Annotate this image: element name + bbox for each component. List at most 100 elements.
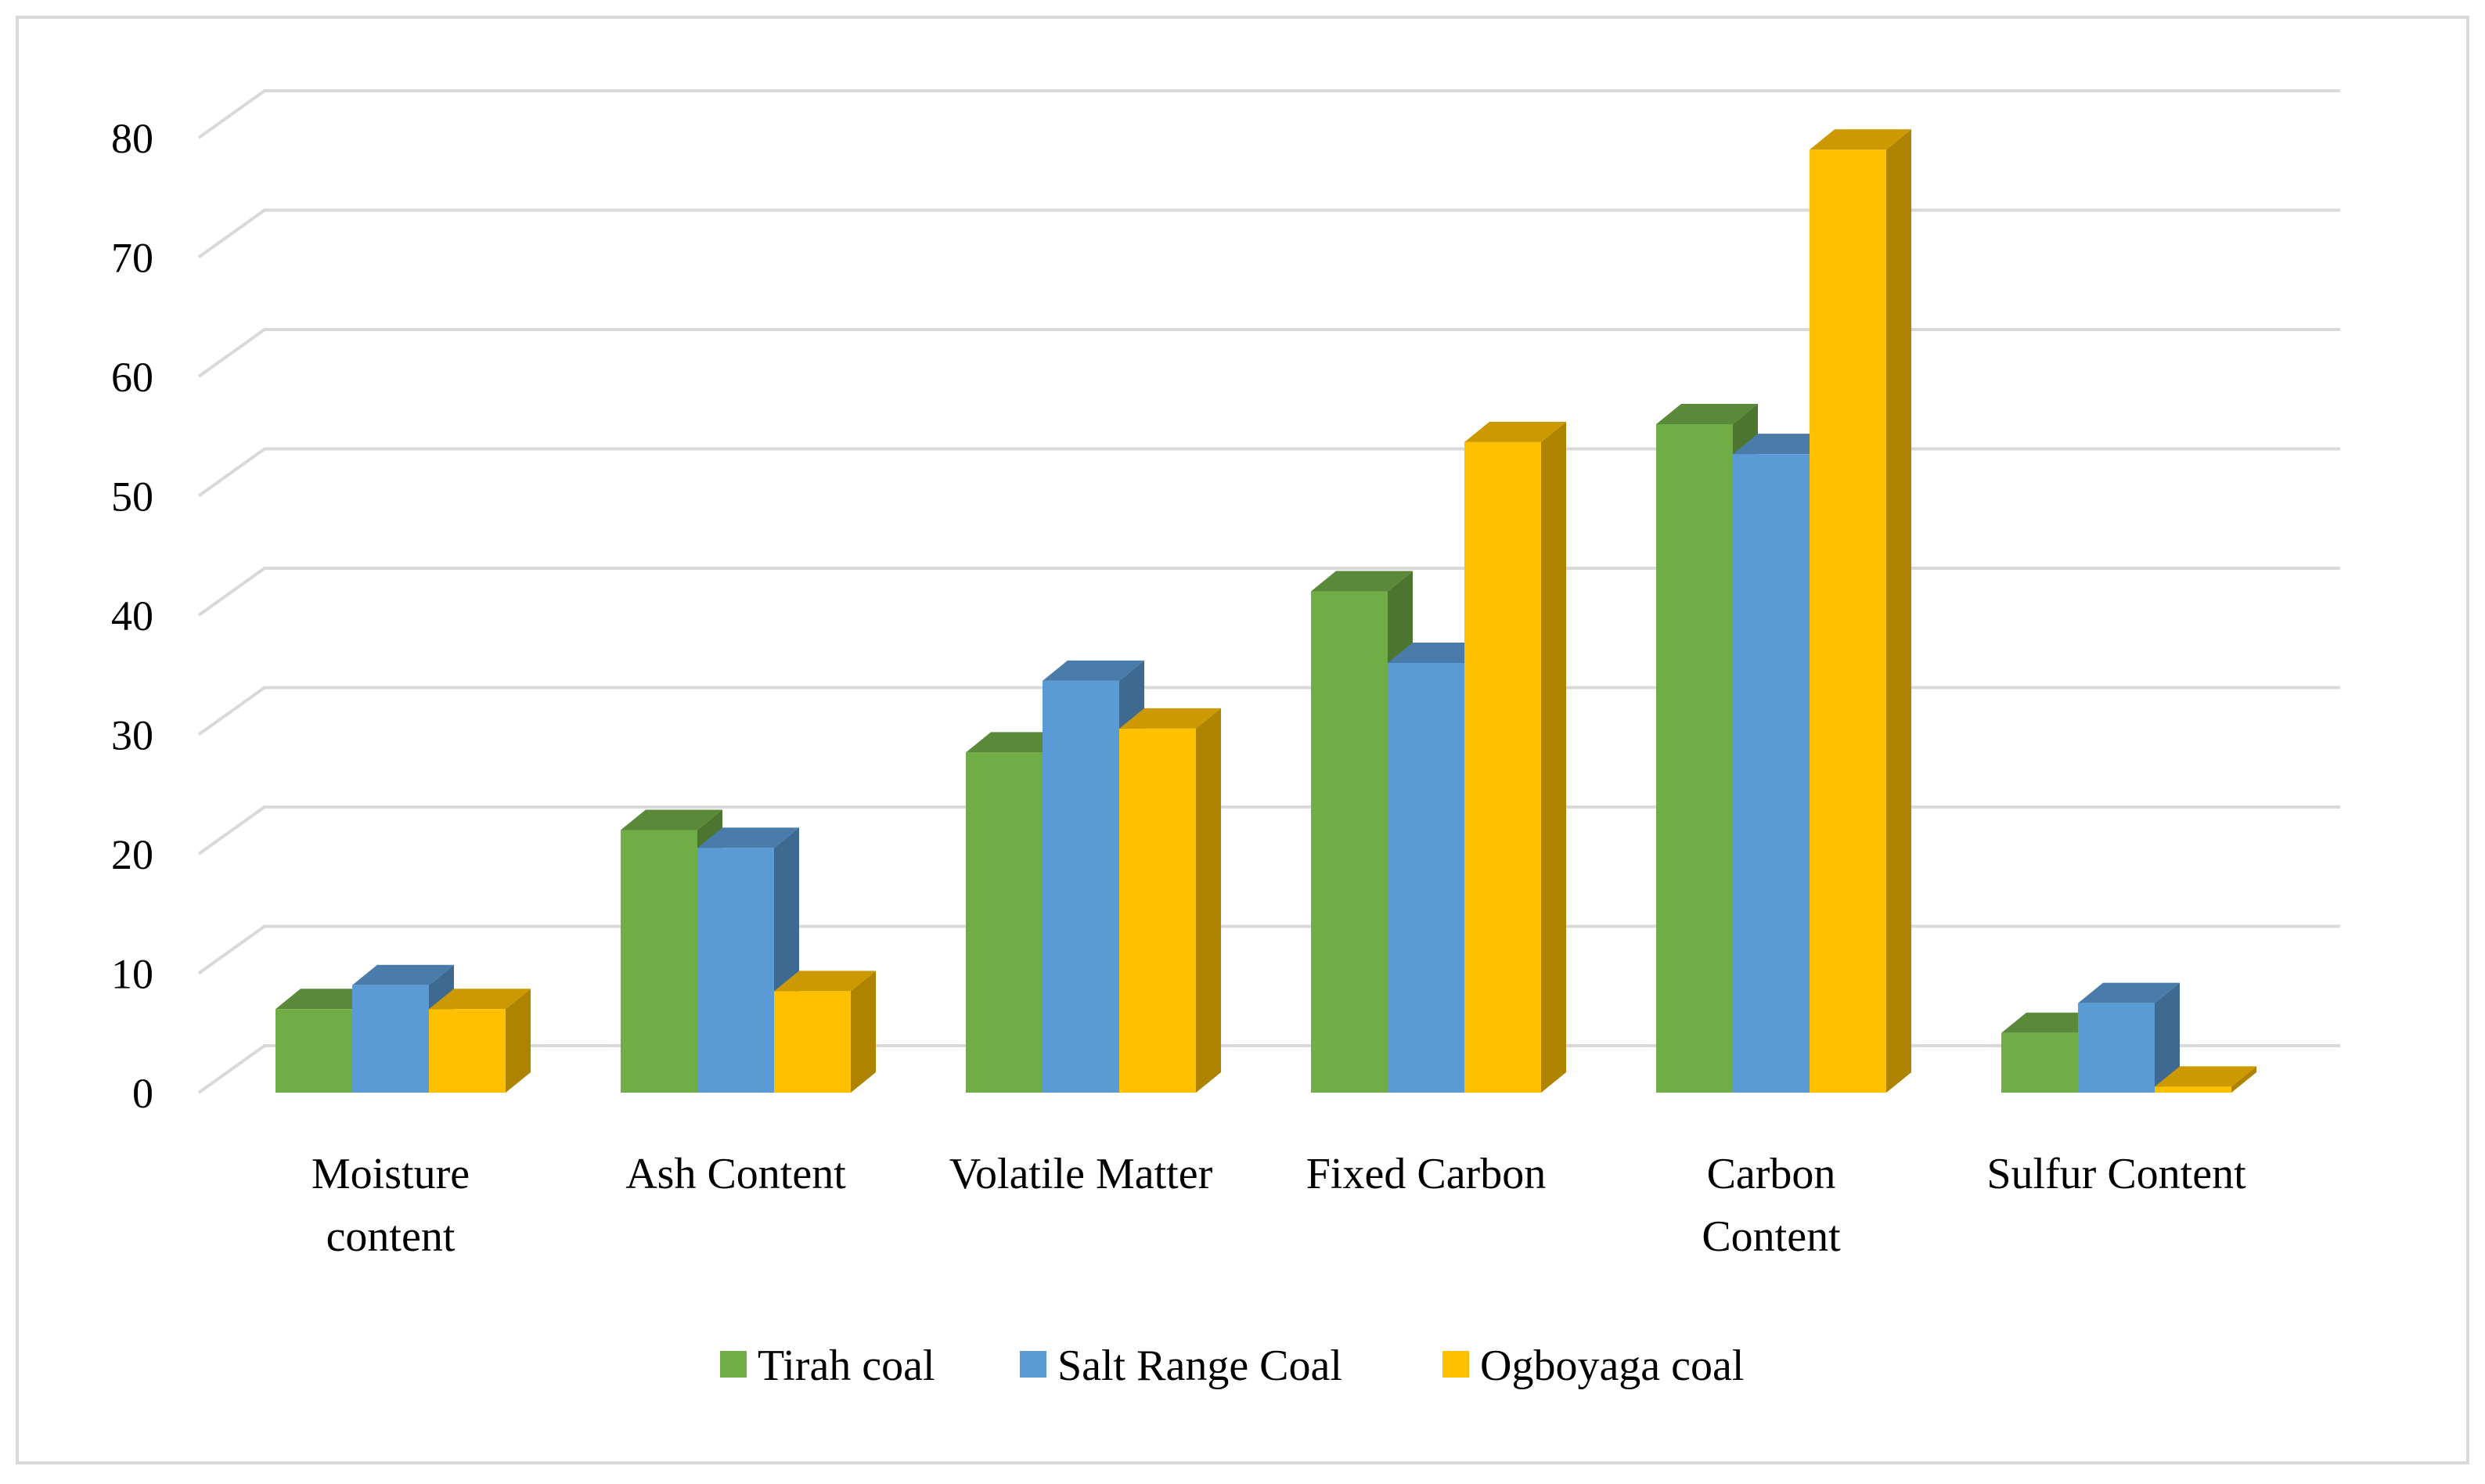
legend: Tirah coal Salt Range Coal Ogboyaga coal xyxy=(720,1342,1744,1390)
gridline xyxy=(197,1044,2340,1094)
x-tick-label: Fixed Carbon xyxy=(1306,1150,1546,1198)
bar-front xyxy=(1388,663,1464,1093)
bar-front xyxy=(1464,441,1541,1093)
gridline xyxy=(197,686,2340,737)
bar-side xyxy=(2155,982,2180,1093)
bar-side xyxy=(2231,1066,2256,1093)
bar xyxy=(1464,421,1566,1093)
bar-top xyxy=(1311,571,1413,592)
bar-side xyxy=(1196,708,1221,1093)
bar-top xyxy=(1043,660,1144,681)
gridline xyxy=(197,805,2340,855)
bar-top xyxy=(697,827,799,848)
x-tick-label: Content xyxy=(1702,1212,1841,1261)
x-tick-label: content xyxy=(326,1212,456,1261)
bar-top xyxy=(621,809,722,830)
bar xyxy=(774,971,876,1093)
bar xyxy=(1810,129,1911,1093)
bar-side xyxy=(1886,129,1911,1093)
bar-group xyxy=(2001,982,2256,1093)
y-tick-label: 0 xyxy=(132,1070,153,1117)
bar-front xyxy=(429,1009,506,1093)
legend-item: Tirah coal xyxy=(720,1342,935,1390)
bar-front xyxy=(1043,680,1119,1093)
bar-front xyxy=(276,1009,352,1093)
bars xyxy=(276,129,2256,1093)
bar-top xyxy=(1733,434,1835,455)
bar-top xyxy=(352,964,454,985)
x-tick-label: Carbon xyxy=(1707,1150,1836,1198)
gridline xyxy=(197,447,2340,498)
chart-border xyxy=(16,16,2469,1464)
bar-front xyxy=(697,848,774,1093)
y-tick-label: 40 xyxy=(111,593,153,639)
gridline xyxy=(197,89,2340,139)
bar-top xyxy=(1810,129,1911,150)
bar-front xyxy=(1119,728,1196,1093)
bar-front xyxy=(2155,1086,2231,1093)
gridline xyxy=(197,567,2340,617)
bar-front xyxy=(774,991,851,1093)
legend-label: Salt Range Coal xyxy=(1057,1342,1342,1390)
bar-top xyxy=(2155,1066,2256,1087)
bar-side xyxy=(1541,421,1566,1093)
bar xyxy=(2078,982,2180,1093)
x-tick-label: Ash Content xyxy=(625,1150,846,1198)
legend-swatch xyxy=(1442,1351,1469,1378)
bar-top xyxy=(2078,982,2180,1003)
x-tick-label: Volatile Matter xyxy=(949,1150,1213,1198)
legend-item: Ogboyaga coal xyxy=(1442,1342,1744,1390)
bar-top xyxy=(429,989,531,1010)
x-tick-label: Moisture xyxy=(312,1150,470,1198)
legend-swatch xyxy=(720,1351,747,1378)
bar-front xyxy=(2001,1032,2078,1093)
y-tick-label: 20 xyxy=(111,831,153,878)
y-tick-label: 10 xyxy=(111,951,153,998)
y-tick-label: 80 xyxy=(111,115,153,162)
bar-top xyxy=(1119,708,1221,729)
gridline xyxy=(197,208,2340,259)
bar-front xyxy=(2078,1003,2155,1093)
y-axis-ticks: 0 10 20 30 40 50 60 70 80 xyxy=(111,115,153,1117)
bar xyxy=(2155,1066,2256,1093)
bar-front xyxy=(1810,149,1886,1093)
bar-group xyxy=(1311,421,1566,1093)
bar-top xyxy=(774,971,876,992)
bar-top xyxy=(1656,404,1758,424)
gridline xyxy=(197,924,2340,975)
bar-side xyxy=(851,971,876,1093)
bar-front xyxy=(352,985,429,1093)
bar-front xyxy=(1733,454,1810,1093)
bar-front xyxy=(1311,591,1388,1093)
bar-top xyxy=(2001,1012,2103,1033)
bar-front xyxy=(621,830,697,1093)
bar xyxy=(1119,708,1221,1093)
bar-group xyxy=(1656,129,1911,1093)
bar xyxy=(429,989,531,1093)
bar-top xyxy=(966,732,1068,753)
legend-item: Salt Range Coal xyxy=(1020,1342,1342,1390)
legend-swatch xyxy=(1020,1351,1046,1378)
bar-side xyxy=(506,989,531,1093)
x-axis-labels: Moisture content Ash Content Volatile Matte… xyxy=(312,1150,2246,1261)
legend-label: Tirah coal xyxy=(758,1342,935,1390)
bar-front xyxy=(966,752,1043,1093)
bar-front xyxy=(1656,424,1733,1093)
y-tick-label: 60 xyxy=(111,354,153,401)
bar-top xyxy=(276,989,377,1010)
bar-top xyxy=(1388,643,1489,663)
gridline xyxy=(197,328,2340,378)
bar xyxy=(697,827,799,1093)
bar-group xyxy=(966,660,1221,1093)
bar-top xyxy=(1464,421,1566,442)
legend-label: Ogboyaga coal xyxy=(1480,1342,1744,1390)
y-tick-label: 30 xyxy=(111,712,153,759)
y-tick-label: 70 xyxy=(111,235,153,282)
bar-group xyxy=(621,809,876,1093)
bar-group xyxy=(276,964,531,1093)
x-tick-label: Sulfur Content xyxy=(1986,1150,2246,1198)
y-tick-label: 50 xyxy=(111,474,153,520)
gridlines xyxy=(197,89,2340,1094)
